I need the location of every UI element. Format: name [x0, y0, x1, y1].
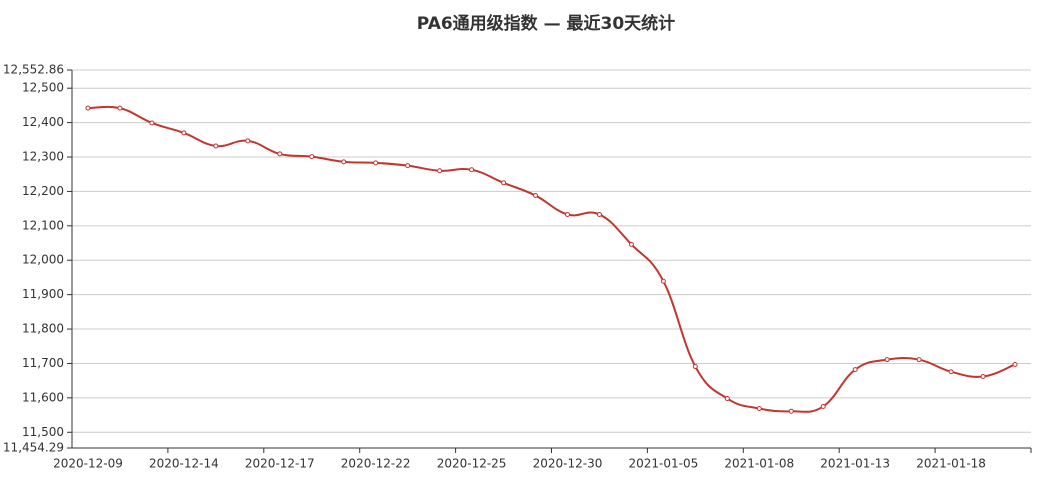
y-tick-label: 12,100	[22, 218, 64, 232]
point	[405, 163, 411, 169]
point	[884, 357, 890, 363]
chart-title: PA6通用级指数 — 最近30天统计	[417, 13, 675, 34]
point	[692, 364, 698, 370]
point	[628, 241, 634, 247]
y-tick-label: 12,300	[22, 150, 64, 164]
point	[724, 396, 730, 402]
x-tick-label: 2021-01-18	[916, 457, 986, 471]
point	[213, 143, 219, 149]
y-tick-label: 12,200	[22, 184, 64, 198]
y-tick-label: 11,500	[22, 425, 64, 439]
point	[948, 369, 954, 375]
point	[980, 374, 986, 380]
x-tick-label: 2020-12-30	[533, 457, 603, 471]
point	[788, 408, 794, 414]
point	[437, 168, 443, 174]
point	[501, 180, 507, 186]
point	[277, 151, 283, 157]
y-tick-label: 12,552.86	[3, 63, 64, 77]
point	[1012, 361, 1018, 367]
point	[469, 167, 475, 173]
line	[87, 105, 1016, 413]
y-tick-label: 11,600	[22, 390, 64, 404]
point	[820, 403, 826, 409]
y-tick-label: 11,800	[22, 322, 64, 336]
y-tick-label: 12,500	[22, 81, 64, 95]
x-tick-label: 2020-12-25	[437, 457, 507, 471]
y-tick-label: 11,700	[22, 356, 64, 370]
x-tick-label: 2020-12-09	[53, 457, 123, 471]
point	[117, 105, 123, 111]
point	[309, 154, 315, 160]
y-tick-label: 12,400	[22, 115, 64, 129]
x-tick-label: 2020-12-14	[149, 457, 219, 471]
point	[756, 406, 762, 412]
point	[660, 278, 666, 284]
point	[852, 367, 858, 373]
x-tick-label: 2020-12-22	[341, 457, 411, 471]
point	[245, 138, 251, 144]
point	[373, 160, 379, 166]
x-tick-label: 2021-01-05	[629, 457, 699, 471]
point	[916, 357, 922, 363]
x-tick-label: 2021-01-13	[820, 457, 890, 471]
x-tick-label: 2020-12-17	[245, 457, 315, 471]
point	[181, 130, 187, 136]
point	[533, 193, 539, 199]
point	[85, 105, 91, 111]
y-tick-label: 12,000	[22, 253, 64, 267]
point	[149, 120, 155, 126]
point	[596, 211, 602, 217]
point	[341, 159, 347, 165]
point	[564, 211, 570, 217]
x-tick-label: 2021-01-08	[724, 457, 794, 471]
y-tick-label: 11,900	[22, 287, 64, 301]
y-tick-label: 11,454.29	[3, 441, 64, 455]
